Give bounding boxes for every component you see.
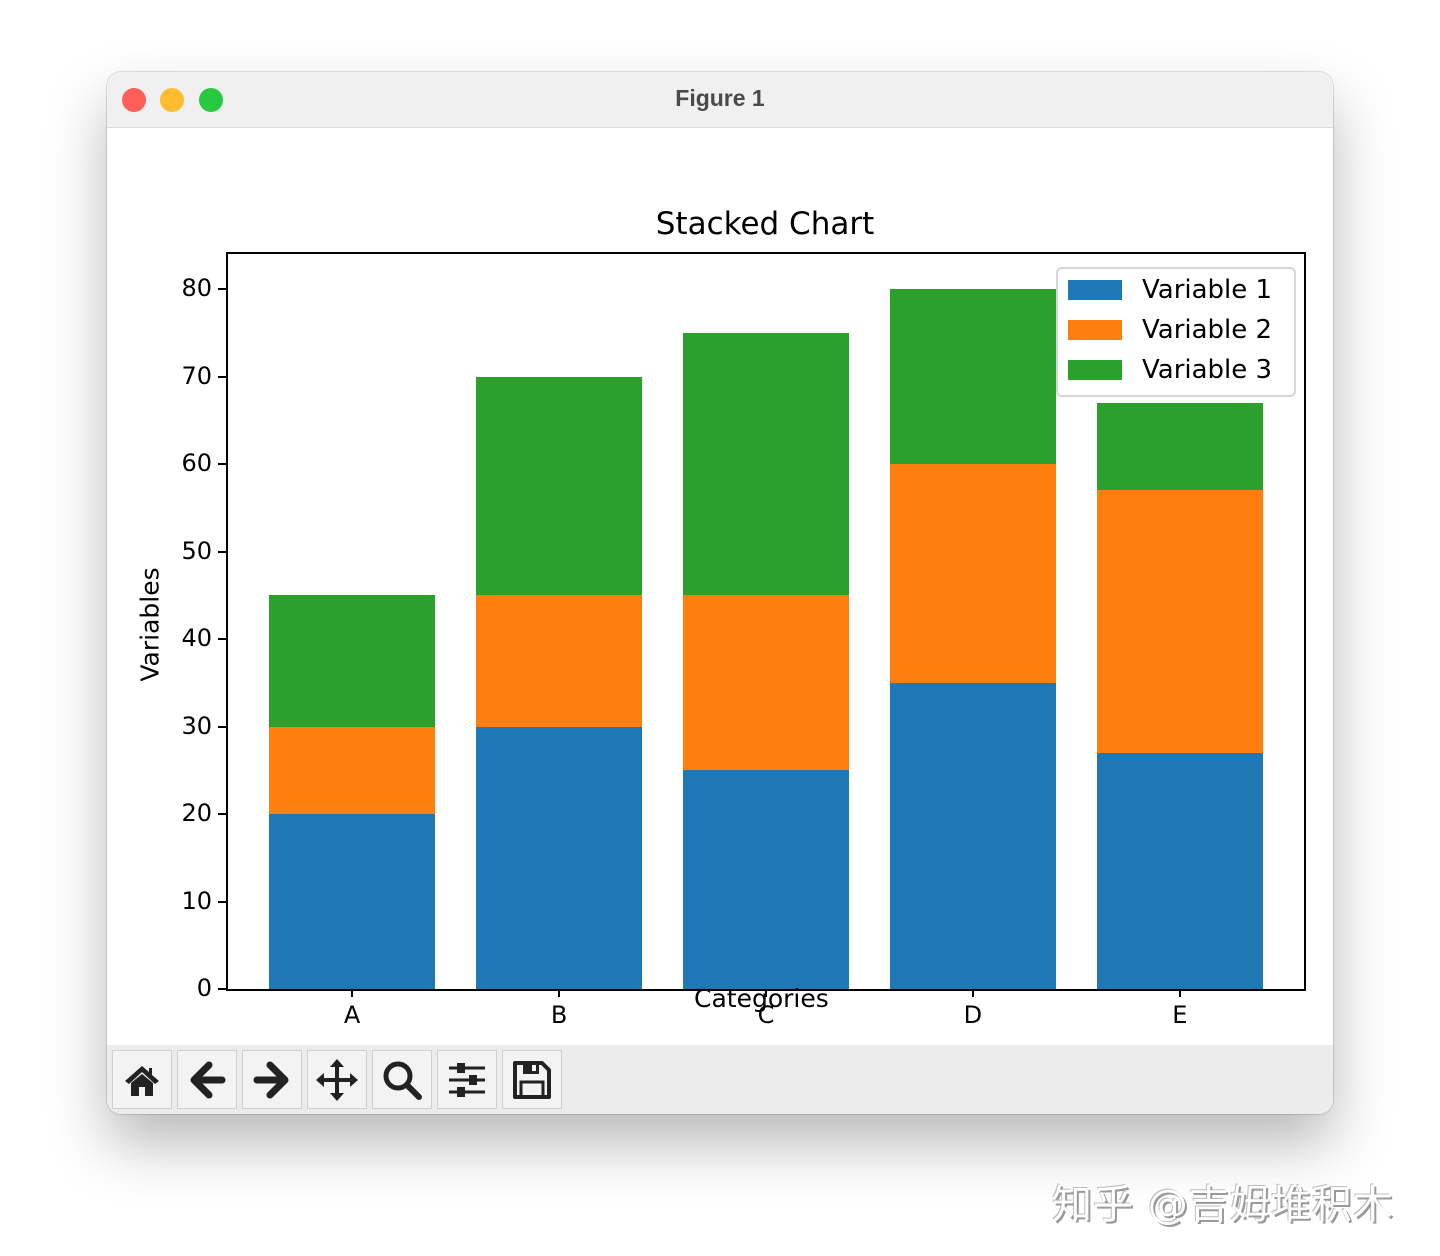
legend-label: Variable 3 [1142,355,1273,385]
bar-A-series-3 [269,595,435,727]
window-title: Figure 1 [675,85,765,111]
y-tick-mark [218,813,226,815]
y-tick-mark [218,550,226,553]
arrow-left-icon [190,1061,226,1098]
sliders-icon [449,1062,485,1097]
bar-D-series-3 [890,289,1056,464]
home-button[interactable] [112,1050,172,1109]
bar-B-series-1 [476,726,642,989]
legend-item: Variable 2 [1068,315,1272,345]
bar-E-series-1 [1097,752,1263,989]
y-tick-label: 70 [181,361,212,390]
watermark: 知乎 @吉姆堆积木 [1052,1182,1394,1228]
y-tick-label: 80 [181,274,212,302]
bar-E-series-2 [1097,490,1263,753]
x-tick-label: D [963,1001,983,1029]
y-tick-label: 40 [181,624,212,652]
navigation-toolbar [107,1045,1333,1114]
x-axis-label: Categories [694,984,829,1013]
zoom-button[interactable] [372,1050,432,1109]
back-button[interactable] [177,1050,237,1109]
y-tick-mark [218,988,226,990]
floppy-disk-icon [513,1060,551,1099]
plot-area: Variable 1 Variable 2 Variable 3 [226,252,1306,991]
x-tick-label: A [343,1001,361,1029]
y-tick-mark [218,900,226,903]
home-icon [125,1065,159,1096]
bar-D-series-1 [890,682,1056,989]
bar-A-series-2 [269,726,435,814]
configure-subplots-button[interactable] [437,1050,497,1109]
bar-C-series-3 [683,332,849,596]
y-tick-mark [218,375,226,378]
legend-swatch [1068,320,1122,340]
y-axis-label: Variables [135,567,165,682]
x-tick-mark [971,989,974,997]
x-tick-mark [558,989,561,997]
bar-A-series-1 [269,814,435,989]
x-tick-label: B [550,1001,568,1029]
minimize-button[interactable] [160,88,184,112]
y-tick-label: 60 [181,449,212,477]
maximize-button[interactable] [199,88,223,112]
legend: Variable 1 Variable 2 Variable 3 [1056,267,1296,397]
y-tick-label: 0 [196,974,212,1002]
forward-button[interactable] [242,1050,302,1109]
y-tick-mark [218,725,226,728]
figure-window: Figure 1 Stacked Chart Variable 1 Variabl… [107,72,1333,1114]
bar-C-series-1 [683,770,849,989]
chart-title: Stacked Chart [655,206,875,242]
figure-canvas: Stacked Chart Variable 1 Variable 2 Variab… [107,128,1333,1045]
y-tick-label: 30 [181,711,212,740]
bar-B-series-3 [476,376,642,596]
y-tick-mark [218,638,226,640]
legend-label: Variable 1 [1142,275,1273,305]
pan-button[interactable] [307,1050,367,1109]
x-tick-mark [351,989,354,997]
y-tick-label: 20 [181,799,212,827]
x-tick-mark [765,989,767,997]
y-tick-label: 10 [181,886,212,915]
x-tick-label: C [757,1001,775,1029]
x-tick-label: E [1172,1001,1188,1029]
y-tick-label: 50 [181,536,212,565]
legend-item: Variable 1 [1068,275,1272,305]
save-button[interactable] [502,1050,562,1109]
legend-swatch [1068,360,1122,380]
y-tick-mark [218,288,226,290]
bar-D-series-2 [890,464,1056,683]
x-tick-mark [1178,989,1181,997]
bar-E-series-3 [1097,402,1263,491]
legend-swatch [1068,280,1122,300]
arrow-right-icon [253,1061,289,1098]
title-bar: Figure 1 [107,72,1333,128]
close-button[interactable] [122,88,146,112]
y-tick-mark [218,463,226,465]
bar-B-series-2 [476,595,642,727]
legend-item: Variable 3 [1068,355,1272,385]
bar-C-series-2 [683,595,849,771]
move-icon [316,1058,358,1101]
legend-label: Variable 2 [1142,315,1273,345]
magnifier-icon [383,1061,422,1100]
